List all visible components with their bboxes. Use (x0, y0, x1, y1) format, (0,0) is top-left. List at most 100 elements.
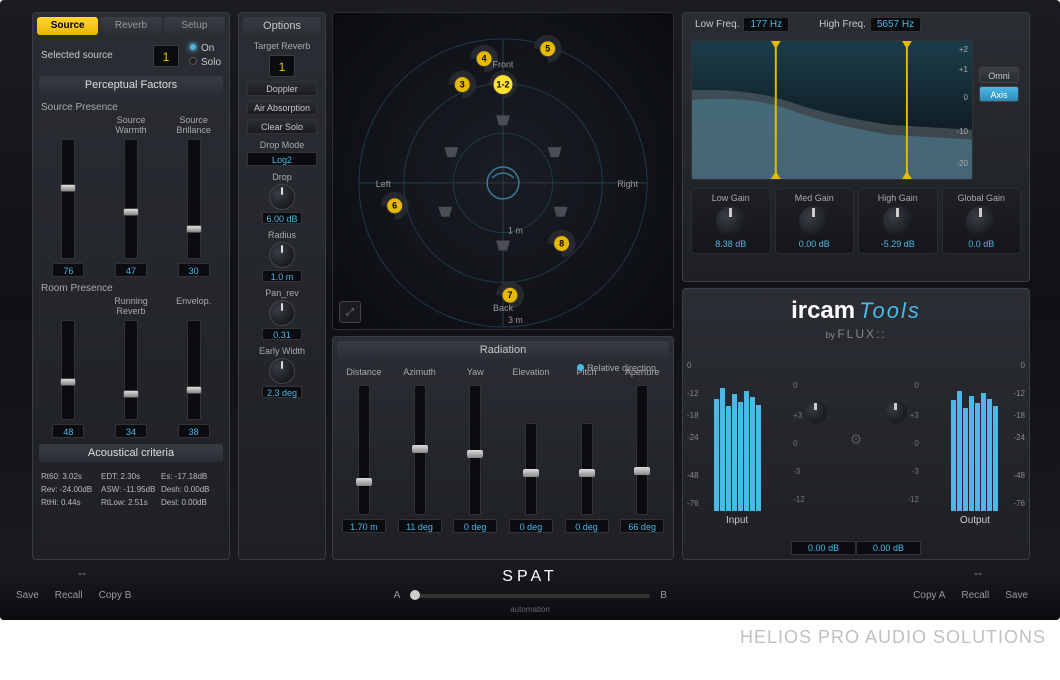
radius-value: 1.0 m (262, 270, 302, 282)
input-meter: 0-12-18-24-48-76 Input (683, 361, 791, 559)
svg-text:5: 5 (545, 44, 550, 54)
spatial-view[interactable]: 1-2345678 Front Back Left Right 1 m 3 m … (332, 12, 674, 330)
selected-source-row: Selected source 1 On Solo (33, 39, 229, 72)
svg-text:1 m: 1 m (508, 226, 523, 236)
svg-text:7: 7 (507, 290, 512, 300)
radio-on[interactable]: On (189, 43, 221, 54)
gear-icon[interactable]: ⚙ (850, 431, 863, 448)
center-controls: ⚙ 0.00 dB 0.00 dB 0 +3 0 -3 -12 0 +3 0 -… (791, 361, 921, 559)
gain-global-gain[interactable]: Global Gain0.0 dB (942, 188, 1022, 254)
svg-text:1-2: 1-2 (497, 80, 510, 90)
watermark: HELIOS PRO AUDIO SOLUTIONS (740, 627, 1046, 648)
radius-knob[interactable] (269, 242, 295, 268)
room-presence-label: Room Presence (33, 279, 229, 294)
gain-high-gain[interactable]: High Gain-5.29 dB (858, 188, 938, 254)
radio-solo[interactable]: Solo (189, 57, 221, 68)
copy-a-button[interactable]: Copy A (913, 590, 945, 601)
options-panel: Options Target Reverb 1 Doppler Air Abso… (238, 12, 326, 560)
eq-header: Low Freq.177 Hz High Freq.5657 Hz (683, 13, 1029, 36)
preset-a-display[interactable]: -- (78, 566, 86, 580)
svg-text:8: 8 (559, 239, 564, 249)
svg-text:6: 6 (392, 201, 397, 211)
radiation-slider-elevation[interactable]: Elevation0 deg (504, 367, 558, 533)
air-absorption-button[interactable]: Air Absorption (247, 100, 317, 115)
eq-panel: Low Freq.177 Hz High Freq.5657 Hz +2 +1 … (682, 12, 1030, 282)
acoustic-readout: Rt60: 3.02sEDT: 2.30sEs: -17.18dBRev: -2… (33, 466, 229, 513)
automation-label: automation (0, 605, 1060, 614)
recall-b-button[interactable]: Recall (961, 590, 989, 601)
tab-setup[interactable]: Setup (164, 17, 225, 35)
slider-running-reverb[interactable]: Running Reverb 34 (102, 296, 161, 438)
doppler-button[interactable]: Doppler (247, 81, 317, 96)
clear-solo-button[interactable]: Clear Solo (247, 119, 317, 134)
panrev-knob[interactable] (269, 300, 295, 326)
morph-slider[interactable] (410, 594, 650, 598)
drop-label: Drop (239, 172, 325, 182)
output-meter: 0-12-18-24-48-76 Output (921, 361, 1029, 559)
selected-source-label: Selected source (41, 50, 153, 61)
slider-source-presence[interactable]: 76 (39, 115, 98, 277)
recall-button[interactable]: Recall (55, 590, 83, 601)
output-trim-knob[interactable] (885, 401, 907, 423)
axis-button[interactable]: Axis (979, 86, 1019, 102)
radiation-slider-aperture[interactable]: Aperture66 deg (615, 367, 669, 533)
omni-button[interactable]: Omni (979, 67, 1019, 83)
right-label: Right (617, 179, 638, 189)
eq-curve-view[interactable]: +2 +1 0 -10 -20 (691, 40, 973, 180)
svg-text:3: 3 (460, 80, 465, 90)
spat-logo: SPAT (0, 564, 1060, 586)
save-button[interactable]: Save (16, 590, 39, 601)
eq-mode-buttons: Omni Axis (979, 67, 1019, 105)
drop-knob[interactable] (269, 184, 295, 210)
target-reverb-value[interactable]: 1 (269, 55, 295, 77)
spatial-svg: 1-2345678 Front Back Left Right 1 m 3 m (333, 13, 673, 329)
radiation-sliders: Distance1.70 mAzimuth11 degYaw0 degEleva… (333, 363, 673, 537)
input-trim-knob[interactable] (805, 401, 827, 423)
tab-source[interactable]: Source (37, 17, 98, 35)
high-freq-value[interactable]: 5657 Hz (870, 17, 921, 32)
input-gain-value[interactable]: 0.00 dB (791, 541, 856, 555)
slider-room-presence[interactable]: 48 (39, 296, 98, 438)
radiation-slider-distance[interactable]: Distance1.70 m (337, 367, 391, 533)
panrev-value: 0.31 (262, 328, 302, 340)
slider-source-brillance[interactable]: Source Brillance 30 (164, 115, 223, 277)
brand-logo: ircamTools by FLUX:: (683, 289, 1029, 349)
left-panel: Source Reverb Setup Selected source 1 On… (32, 12, 230, 560)
left-label: Left (376, 179, 391, 189)
relative-direction-toggle[interactable]: Relative direction (577, 363, 656, 373)
options-header: Options (243, 17, 321, 35)
gain-med-gain[interactable]: Med Gain0.00 dB (775, 188, 855, 254)
radiation-slider-azimuth[interactable]: Azimuth11 deg (393, 367, 447, 533)
earlywidth-label: Early Width (239, 346, 325, 356)
selected-source-value[interactable]: 1 (153, 45, 179, 67)
save-b-button[interactable]: Save (1005, 590, 1028, 601)
meters: 0-12-18-24-48-76 Input ⚙ 0.00 dB 0.00 dB… (683, 361, 1029, 559)
radiation-header: Radiation (337, 341, 669, 359)
radiation-slider-pitch[interactable]: Pitch0 deg (560, 367, 614, 533)
morph-b-label: B (660, 590, 667, 601)
slider-envelop[interactable]: Envelop. 38 (164, 296, 223, 438)
radiation-panel: Radiation Relative direction Distance1.7… (332, 336, 674, 560)
footer: SPAT Save Recall Copy B A B Copy A Recal… (0, 564, 1060, 620)
earlywidth-value: 2.3 deg (262, 386, 302, 398)
preset-b-display[interactable]: -- (974, 566, 982, 580)
output-gain-value[interactable]: 0.00 dB (856, 541, 921, 555)
low-freq-value[interactable]: 177 Hz (743, 17, 789, 32)
radius-label: Radius (239, 230, 325, 240)
target-reverb-label: Target Reverb (239, 41, 325, 51)
footer-row: Save Recall Copy B A B Copy A Recall Sav… (0, 586, 1060, 605)
earlywidth-knob[interactable] (269, 358, 295, 384)
back-label: Back (493, 303, 513, 313)
slider-source-warmth[interactable]: Source Warmth 47 (102, 115, 161, 277)
svg-text:4: 4 (482, 54, 487, 64)
morph-a-label: A (394, 590, 401, 601)
drop-mode-select[interactable]: Log2 (247, 152, 317, 166)
copy-b-button[interactable]: Copy B (99, 590, 132, 601)
source-presence-sliders: 76 Source Warmth 47 Source Brillance 30 (33, 113, 229, 279)
tab-reverb[interactable]: Reverb (100, 17, 161, 35)
radiation-slider-yaw[interactable]: Yaw0 deg (448, 367, 502, 533)
source-presence-label: Source Presence (33, 98, 229, 113)
expand-icon[interactable]: ⤢ (339, 301, 361, 323)
room-presence-sliders: 48 Running Reverb 34 Envelop. 38 (33, 294, 229, 440)
gain-low-gain[interactable]: Low Gain8.38 dB (691, 188, 771, 254)
